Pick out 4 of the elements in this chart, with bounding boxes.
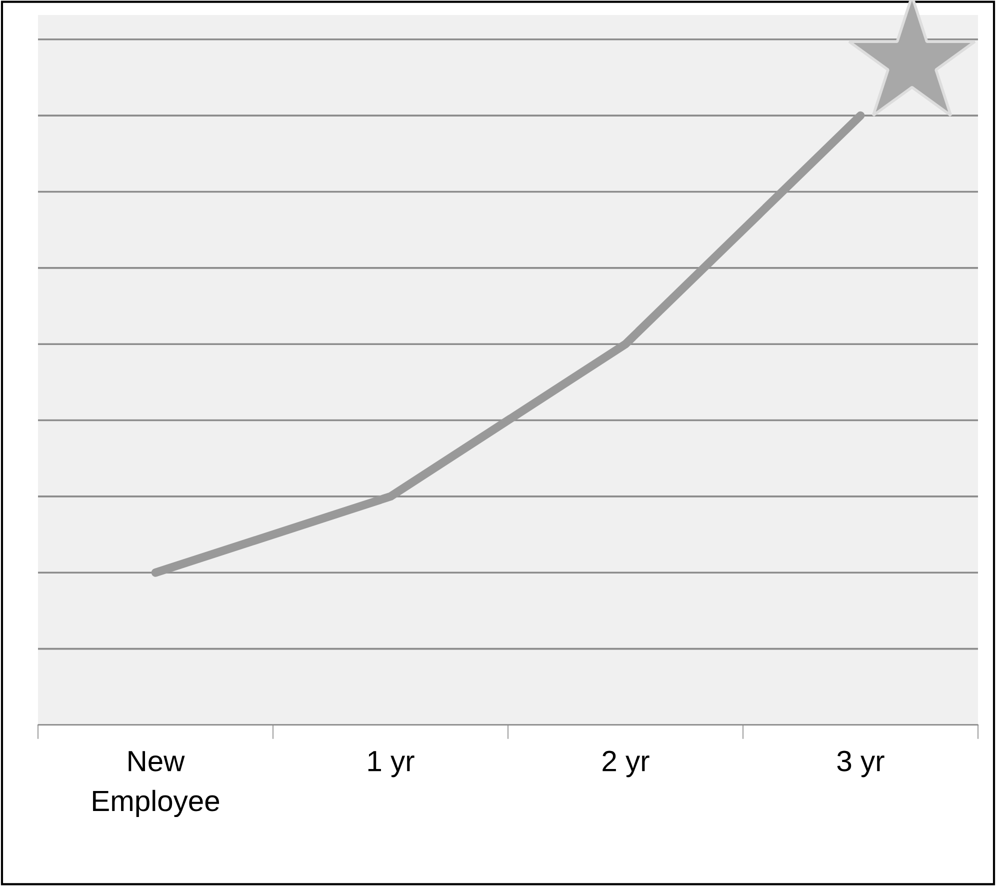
x-tick-label: 3 yr [837, 750, 884, 778]
x-tick-label: 2 yr [602, 750, 650, 778]
x-tick-label: New Employee [93, 751, 220, 818]
x-tick-label: 1 yr [368, 751, 414, 778]
